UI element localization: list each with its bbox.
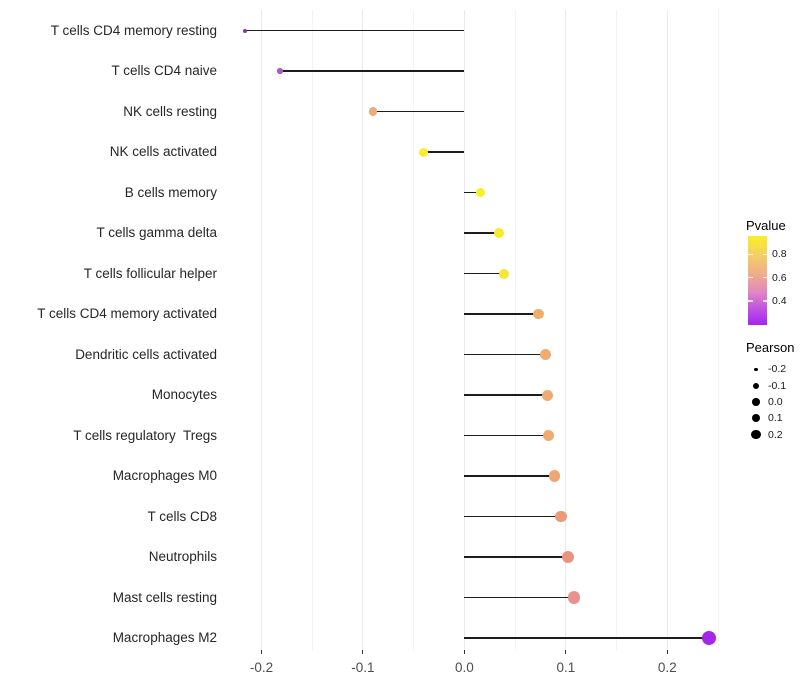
lollipop-stem (464, 434, 549, 437)
lollipop-stem (245, 29, 465, 32)
x-axis-tickmark (565, 650, 567, 654)
lollipop-stem (373, 110, 465, 113)
gridline-major (565, 10, 567, 650)
gridline-minor (514, 10, 516, 650)
pearson-legend-dot (751, 413, 761, 423)
pearson-legend-label: 0.0 (768, 395, 783, 408)
lollipop-dot (555, 510, 567, 523)
x-axis-tick-label: -0.2 (249, 660, 274, 675)
x-axis-tick-label: 0.0 (455, 660, 474, 675)
pearson-legend-dot (751, 429, 761, 440)
pearson-legend-title: Pearson (746, 340, 795, 355)
lollipop-stem (464, 353, 546, 356)
pvalue-gradient-tick (748, 300, 753, 302)
x-axis-tick-label: 0.2 (657, 660, 677, 675)
y-axis-label: T cells CD4 memory activated (37, 306, 217, 321)
pearson-legend-label: 0.1 (768, 412, 783, 425)
lollipop-dot (567, 591, 581, 604)
lollipop-dot (533, 308, 544, 320)
pvalue-gradient-tick (762, 300, 767, 302)
lollipop-stem (464, 596, 574, 599)
gridline-minor (311, 10, 313, 650)
y-axis-label: T cells gamma delta (96, 225, 217, 240)
lollipop-stem (464, 556, 568, 558)
x-axis-tickmark (362, 650, 364, 654)
pvalue-gradient-tick (748, 276, 753, 279)
y-axis-label: B cells memory (124, 184, 217, 200)
y-axis-label: Monocytes (151, 387, 217, 402)
pearson-legend-label: -0.1 (768, 379, 787, 392)
pearson-legend-dot (754, 367, 758, 372)
pvalue-gradient-tick (762, 276, 767, 279)
pvalue-gradient-tick (748, 253, 753, 256)
lollipop-dot (419, 147, 429, 157)
y-axis-label: Neutrophils (148, 549, 217, 564)
lollipop-dot (561, 551, 574, 563)
y-axis-label: T cells CD4 memory resting (50, 22, 217, 38)
lollipop-stem (464, 272, 504, 275)
y-axis-label: Dendritic cells activated (75, 346, 217, 362)
pearson-legend-label: -0.2 (768, 363, 787, 376)
y-axis-label: T cells regulatory Tregs (73, 427, 217, 443)
x-axis-tickmark (666, 650, 668, 654)
gridline-minor (616, 10, 618, 650)
lollipop-stem (464, 313, 539, 315)
gridline-major (261, 10, 262, 650)
gridline-minor (413, 10, 415, 650)
y-axis-label: NK cells resting (123, 103, 217, 119)
lollipop-dot (540, 349, 552, 360)
y-axis-label: T cells follicular helper (83, 265, 217, 281)
y-axis-label: T cells CD8 (147, 508, 217, 524)
pearson-legend-label: 0.2 (768, 428, 783, 441)
lollipop-dot (243, 28, 248, 33)
pearson-legend-dot (753, 382, 759, 389)
gridline-major (666, 10, 668, 650)
lollipop-dot (498, 268, 509, 279)
lollipop-stem (464, 191, 481, 194)
x-axis-tickmark (463, 650, 465, 654)
pvalue-legend-title: Pvalue (746, 218, 786, 233)
lollipop-stem (423, 151, 465, 153)
pvalue-legend-tick-label: 0.4 (772, 294, 787, 307)
lollipop-stem (279, 70, 465, 72)
lollipop-stem (464, 475, 555, 477)
y-axis-label: T cells CD4 naive (111, 63, 217, 78)
y-axis-label: Mast cells resting (112, 589, 217, 605)
lollipop-dot (277, 68, 283, 74)
x-axis-tickmark (261, 650, 262, 654)
pvalue-gradient-tick (762, 253, 767, 256)
lollipop-dot (368, 107, 378, 116)
lollipop-dot (542, 389, 554, 401)
gridline-major (463, 10, 465, 650)
lollipop-stem (464, 515, 561, 518)
x-axis-tick-label: 0.1 (556, 660, 576, 675)
x-axis-tick-label: -0.1 (351, 660, 375, 675)
y-axis-label: NK cells activated (109, 144, 217, 159)
gridline-major (362, 10, 364, 650)
gridline-minor (717, 10, 719, 650)
lollipop-dot (543, 430, 555, 441)
y-axis-label: Macrophages M0 (112, 468, 217, 483)
lollipop-stem (464, 232, 499, 234)
pvalue-gradient-bar (748, 236, 767, 325)
lollipop-dot (493, 228, 504, 238)
y-axis-label: Macrophages M2 (112, 630, 217, 645)
lollipop-stem (464, 394, 548, 396)
pearson-legend-dot (752, 398, 760, 406)
lollipop-stem (464, 637, 709, 639)
lollipop-dot (548, 470, 561, 482)
lollipop-dot (475, 187, 486, 198)
pvalue-legend-tick-label: 0.6 (772, 271, 787, 284)
pvalue-legend-tick-label: 0.8 (772, 248, 787, 261)
lollipop-dot (701, 631, 716, 645)
